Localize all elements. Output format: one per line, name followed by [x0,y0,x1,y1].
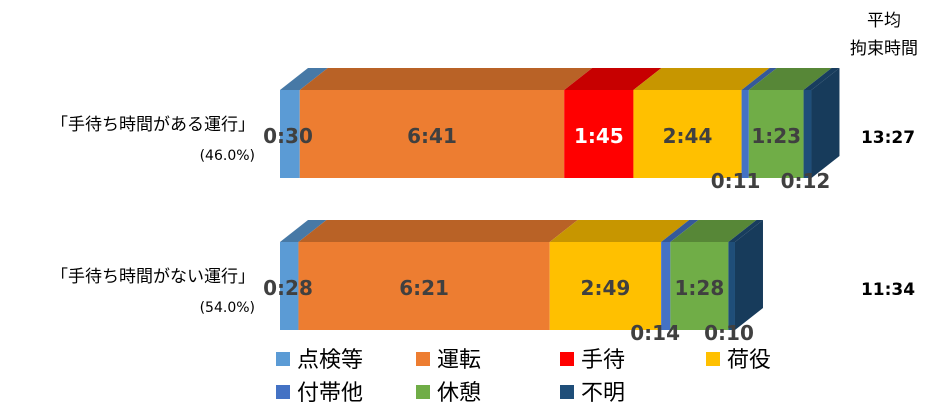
bar-top-点検等-1 [280,220,327,242]
value-label-点検等-0: 0:30 [263,124,313,148]
legend-swatch-運転 [416,352,430,366]
bar-segment-点検等-0 [280,90,300,178]
bar-segment-手待-0 [564,90,634,178]
bar-top-運転-0 [299,68,593,90]
legend-label-休憩: 休憩 [437,381,481,406]
bar-top-不明-1 [728,220,763,242]
bar-top-付帯他-1 [661,220,699,242]
legend-label-付帯他: 付帯他 [297,381,363,406]
bar-segment-不明-1 [728,242,735,330]
value-label-手待-0: 1:45 [574,124,624,148]
total-value-0: 13:27 [861,128,915,148]
category-label-0: 「手待ち時間がある運行」 [51,115,255,135]
legend-label-不明: 不明 [581,381,625,406]
value-label-荷役-1: 2:49 [581,276,631,300]
value-label-荷役-0: 2:44 [663,124,713,148]
bar-top-休憩-1 [670,220,757,242]
bar-top-荷役-0 [633,68,770,90]
bar-segment-不明-0 [803,90,812,178]
value-label-点検等-1: 0:28 [263,276,313,300]
bar-top-不明-0 [803,68,840,90]
value-label-付帯他-1: 0:14 [630,321,680,345]
value-label-運転-1: 6:21 [399,276,449,300]
legend-swatch-休憩 [416,385,430,399]
legend-swatch-付帯他 [276,385,290,399]
bar-segment-運転-0 [299,90,565,178]
category-share-0: (46.0%) [200,148,255,164]
value-label-休憩-0: 1:23 [751,124,801,148]
bar-segment-付帯他-1 [661,242,671,330]
legend-swatch-不明 [560,385,574,399]
bar-top-運転-1 [298,220,578,242]
labels-layer: 0:30 6:41 1:45 2:44 0:11 1:23 0:12 「手待ち時間がある運行」… [51,11,918,345]
bar-segment-休憩-0 [748,90,804,178]
bar-segment-荷役-1 [549,242,662,330]
bar-segment-付帯他-0 [741,90,749,178]
bar-top-付帯他-0 [741,68,777,90]
bar-side-0 [811,68,840,178]
value-label-不明-1: 0:10 [704,321,754,345]
legend-label-手待: 手待 [581,348,625,373]
bar-side-1 [734,220,763,330]
bar-top-休憩-0 [748,68,832,90]
bar-top-荷役-1 [549,220,690,242]
total-value-1: 11:34 [861,280,915,300]
legend-swatch-点検等 [276,352,290,366]
legend-label-点検等: 点検等 [297,348,363,373]
value-label-不明-0: 0:12 [781,169,831,193]
bar-segment-点検等-1 [280,242,299,330]
legend-swatch-手待 [560,352,574,366]
value-label-休憩-1: 1:28 [675,276,725,300]
legend-label-荷役: 荷役 [727,348,771,373]
legend-label-運転: 運転 [437,348,481,373]
bar-top-手待-0 [564,68,662,90]
total-header-line-1: 拘束時間 [850,39,918,59]
bars-layer [280,68,840,330]
value-label-付帯他-0: 0:11 [711,169,761,193]
category-share-1: (54.0%) [200,300,255,316]
total-header-line-0: 平均 [867,11,901,31]
bar-segment-休憩-1 [670,242,729,330]
bar-top-点検等-0 [280,68,328,90]
legend-swatch-荷役 [706,352,720,366]
bar-segment-荷役-0 [633,90,742,178]
bar-segment-運転-1 [298,242,550,330]
category-label-1: 「手待ち時間がない運行」 [51,267,255,287]
value-label-運転-0: 6:41 [407,124,457,148]
